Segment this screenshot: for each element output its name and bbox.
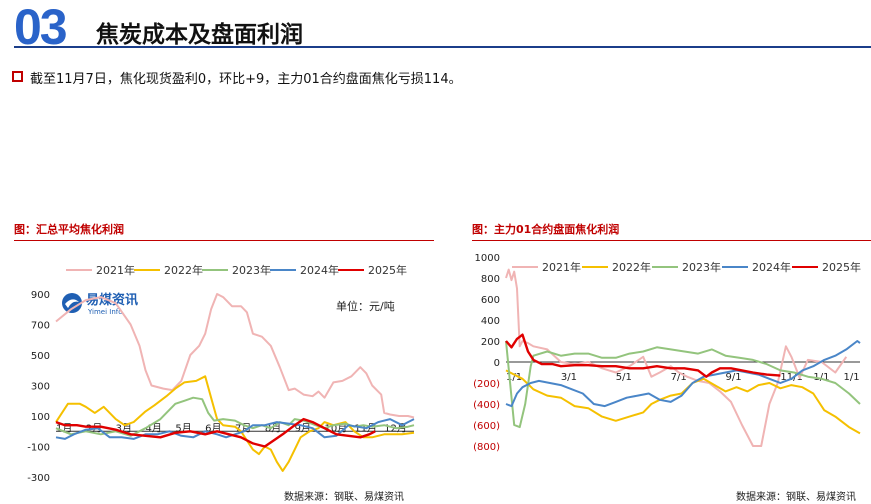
- chart1-plot: 2021年 2022年 2023年 2024年 2025年 易煤资讯 Yimei Inf…: [27, 263, 415, 484]
- summary-text: 截至11月7日，焦化现货盈利0，环比+9，主力01合约盘面焦化亏损114。: [30, 72, 462, 87]
- legend-label: 2023年: [682, 260, 721, 274]
- y-tick-label: (200): [473, 379, 500, 390]
- legend-label: 2025年: [822, 260, 861, 274]
- y-tick-label: 300: [31, 382, 50, 393]
- series-line-2021年: [505, 268, 848, 447]
- y-tick-label: 900: [31, 290, 50, 301]
- section-number: 03: [14, 0, 68, 55]
- y-tick-label: 100: [31, 412, 50, 423]
- x-tick-label: 8月: [265, 422, 281, 434]
- chart2-source: 数据来源：钢联、易煤资讯: [736, 492, 856, 503]
- legend-label: 2021年: [96, 263, 135, 277]
- y-tick-label: 600: [481, 295, 500, 306]
- logo-text: 易煤资讯: [86, 292, 138, 308]
- chart2-legend: 2021年 2022年 2023年 2024年 2025年: [512, 260, 861, 274]
- header-rule: [14, 46, 871, 48]
- y-tick-label: 0: [494, 358, 500, 369]
- series-line-2024年: [505, 340, 861, 408]
- x-tick-label: 1/1: [813, 372, 829, 383]
- page-title: 焦炭成本及盘面利润: [96, 22, 303, 48]
- y-tick-label: -100: [27, 443, 50, 454]
- chart2-title-rule: [472, 240, 871, 241]
- y-tick-label: 500: [31, 351, 50, 362]
- chart1-title: 图：汇总平均焦化利润: [14, 223, 124, 236]
- x-tick-label: 3/1: [561, 372, 577, 383]
- chart1-title-rule: [14, 240, 434, 241]
- x-tick-label: 7月: [235, 422, 251, 434]
- y-tick-label: 800: [481, 274, 500, 285]
- y-tick-label: (400): [473, 400, 500, 411]
- x-tick-label: 7/1: [671, 372, 687, 383]
- legend-label: 2024年: [752, 260, 791, 274]
- x-tick-label: 1/1: [844, 372, 860, 383]
- x-tick-label: 1/1: [506, 372, 522, 383]
- chart1-source: 数据来源：钢联、易煤资讯: [284, 492, 404, 503]
- legend-label: 2022年: [164, 263, 203, 277]
- y-tick-label: -300: [27, 473, 50, 484]
- logo-mark-icon: [62, 293, 82, 313]
- y-tick-label: (800): [473, 442, 500, 453]
- chart1-unit-label: 单位：元/吨: [336, 299, 395, 313]
- y-tick-label: 400: [481, 316, 500, 327]
- chart2-title: 图：主力01合约盘面焦化利润: [472, 223, 620, 236]
- chart2-series: [505, 268, 861, 447]
- chart1-series: [55, 293, 415, 472]
- y-tick-label: 200: [481, 337, 500, 348]
- legend-label: 2023年: [232, 263, 271, 277]
- logo-swoosh: [65, 299, 79, 308]
- series-line-2025年: [505, 333, 781, 378]
- y-tick-label: (600): [473, 421, 500, 432]
- x-tick-label: 5/1: [616, 372, 632, 383]
- series-line-2025年: [55, 417, 376, 448]
- series-line-2021年: [55, 293, 415, 419]
- chart2-axes: 1000 800 600 400 200 0 (200) (400) (600) (800) 1/1…: [473, 253, 860, 453]
- x-tick-label: 9/1: [726, 372, 742, 383]
- legend-label: 2025年: [368, 263, 407, 277]
- logo: 易煤资讯 Yimei Info: [62, 292, 138, 316]
- legend-label: 2024年: [300, 263, 339, 277]
- legend-label: 2022年: [612, 260, 651, 274]
- chart1-legend: 2021年 2022年 2023年 2024年 2025年: [66, 263, 407, 277]
- legend-label: 2021年: [542, 260, 581, 274]
- logo-subtext: Yimei Info: [87, 308, 123, 316]
- chart2-plot: 2021年 2022年 2023年 2024年 2025年 1000 800 600 400 2…: [473, 253, 861, 453]
- series-line-2024年: [55, 418, 415, 440]
- y-tick-label: 1000: [475, 253, 500, 264]
- bullet-square-icon: [12, 71, 23, 82]
- y-tick-label: 700: [31, 321, 50, 332]
